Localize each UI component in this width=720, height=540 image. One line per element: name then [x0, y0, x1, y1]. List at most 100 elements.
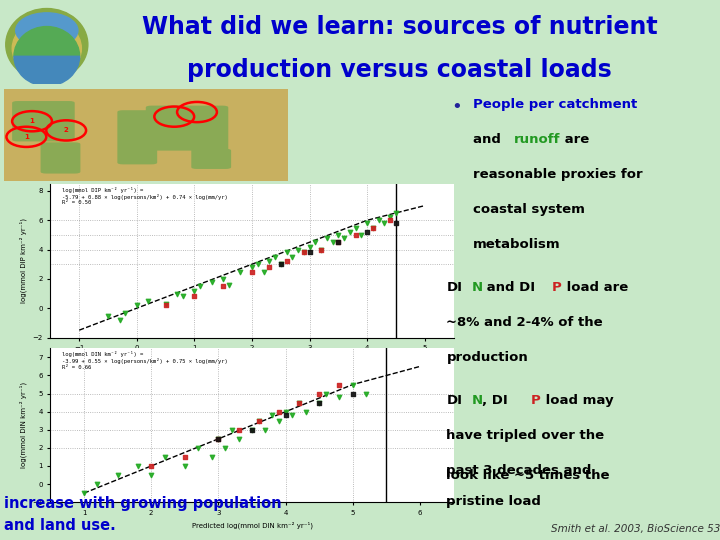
Point — [264, 263, 275, 272]
Ellipse shape — [16, 13, 78, 48]
Point — [298, 248, 310, 257]
Point — [333, 231, 344, 239]
Point — [373, 216, 384, 225]
Text: DI: DI — [446, 281, 462, 294]
Point — [379, 219, 390, 227]
Point — [350, 223, 361, 232]
Point — [350, 231, 361, 239]
Point — [347, 380, 359, 389]
Point — [160, 301, 171, 309]
Point — [233, 435, 244, 443]
Point — [192, 443, 204, 452]
FancyBboxPatch shape — [4, 89, 288, 181]
Text: What did we learn: sources of nutrient: What did we learn: sources of nutrient — [142, 15, 657, 39]
Text: runoff: runoff — [514, 133, 561, 146]
Point — [246, 426, 258, 434]
Point — [159, 453, 171, 461]
Text: are: are — [559, 133, 589, 146]
Point — [361, 219, 373, 227]
Text: log(mmol DIP km⁻² yr⁻¹) =
-5.79 + 0.88 × log(persons/km²) + 0.74 × log(mm/yr)
R²: log(mmol DIP km⁻² yr⁻¹) = -5.79 + 0.88 ×… — [63, 187, 228, 206]
Point — [287, 411, 298, 420]
Text: load may: load may — [541, 394, 613, 407]
Text: DI: DI — [446, 394, 462, 407]
Point — [253, 416, 264, 425]
Point — [258, 267, 269, 276]
Point — [269, 253, 281, 261]
Point — [246, 267, 258, 276]
Text: Smith et al. 2003, BioScience 53: Smith et al. 2003, BioScience 53 — [551, 523, 720, 534]
Point — [220, 443, 231, 452]
Point — [102, 311, 114, 320]
Point — [304, 248, 315, 257]
Point — [217, 282, 229, 291]
Point — [212, 435, 224, 443]
Point — [235, 267, 246, 276]
Text: People per catchment: People per catchment — [473, 98, 637, 111]
Text: and DI: and DI — [482, 281, 536, 294]
Point — [292, 245, 304, 254]
Point — [344, 228, 356, 237]
Point — [320, 389, 332, 398]
X-axis label: Predicted log(mmol DIP km⁻² yr⁻¹): Predicted log(mmol DIP km⁻² yr⁻¹) — [192, 357, 312, 364]
Text: , DI: , DI — [482, 394, 508, 407]
Point — [275, 260, 287, 268]
Point — [246, 426, 258, 434]
Point — [333, 380, 345, 389]
Point — [252, 260, 264, 268]
Text: •: • — [451, 98, 462, 116]
Point — [367, 223, 379, 232]
Point — [212, 435, 224, 443]
Point — [226, 426, 238, 434]
Point — [280, 411, 292, 420]
Point — [143, 296, 154, 305]
Point — [206, 278, 217, 286]
Point — [206, 453, 217, 461]
Point — [131, 301, 143, 309]
Point — [300, 407, 312, 416]
Point — [304, 242, 315, 251]
Point — [78, 489, 90, 497]
Y-axis label: log(mmol DIP km⁻² yr⁻¹): log(mmol DIP km⁻² yr⁻¹) — [19, 218, 27, 303]
Point — [145, 471, 157, 480]
Point — [298, 248, 310, 257]
Point — [91, 480, 103, 488]
Point — [313, 399, 325, 407]
Y-axis label: log(mmol DIN km⁻² yr⁻¹): log(mmol DIN km⁻² yr⁻¹) — [19, 382, 27, 468]
Point — [338, 233, 350, 242]
Text: metabolism: metabolism — [473, 238, 561, 251]
Point — [217, 274, 229, 283]
Text: increase with growing population: increase with growing population — [4, 496, 282, 511]
Point — [253, 416, 264, 425]
Text: reasonable proxies for: reasonable proxies for — [473, 168, 643, 181]
Point — [179, 453, 191, 461]
Point — [293, 399, 305, 407]
Text: 1: 1 — [30, 118, 35, 124]
Point — [281, 248, 292, 257]
X-axis label: Predicted log(mmol DIN km⁻² yr⁻¹): Predicted log(mmol DIN km⁻² yr⁻¹) — [192, 522, 312, 529]
Point — [281, 257, 292, 266]
Point — [171, 289, 183, 298]
Text: log(mmol DIN km⁻² yr⁻¹) =
-3.99 + 0.55 × log(persons/km²) + 0.75 × log(mm/yr)
R²: log(mmol DIN km⁻² yr⁻¹) = -3.99 + 0.55 ×… — [63, 352, 228, 370]
Ellipse shape — [6, 9, 88, 80]
Wedge shape — [14, 56, 80, 86]
Text: past 3 decades and: past 3 decades and — [446, 463, 592, 476]
Point — [333, 393, 345, 402]
Text: N: N — [472, 281, 483, 294]
Point — [112, 471, 123, 480]
Point — [367, 223, 379, 232]
Point — [356, 231, 367, 239]
Point — [313, 389, 325, 398]
Point — [384, 216, 396, 225]
Point — [293, 399, 305, 407]
Point — [390, 219, 402, 227]
FancyBboxPatch shape — [12, 101, 75, 141]
Point — [145, 462, 157, 470]
Point — [223, 280, 235, 289]
Text: 2: 2 — [64, 127, 68, 133]
Point — [384, 213, 396, 221]
Point — [361, 389, 372, 398]
Point — [120, 308, 131, 317]
Point — [310, 238, 321, 247]
Point — [273, 407, 284, 416]
Point — [333, 238, 344, 247]
